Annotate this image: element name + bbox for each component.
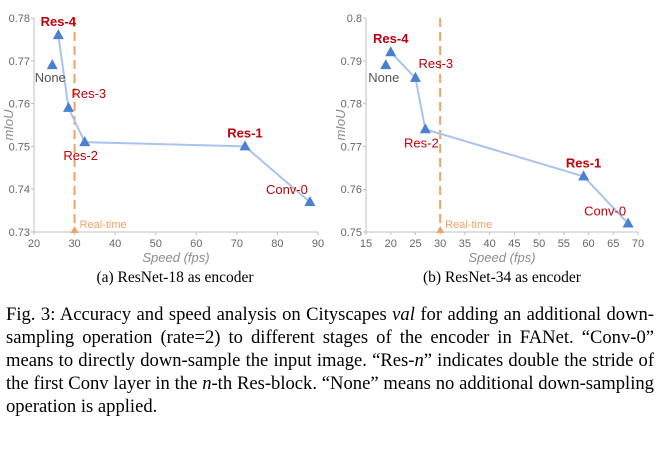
x-tick-label: 70 bbox=[632, 238, 644, 250]
x-axis-label: Speed (fps) bbox=[468, 250, 535, 265]
subfigure-caption: (b) ResNet-34 as encoder bbox=[423, 269, 582, 286]
x-tick-label: 50 bbox=[533, 238, 545, 250]
x-tick-label: 35 bbox=[459, 238, 471, 250]
point-marker bbox=[46, 59, 58, 70]
x-tick-label: 25 bbox=[409, 238, 421, 250]
series-line bbox=[57, 34, 311, 203]
y-axis-label: mIoU bbox=[1, 109, 16, 141]
chart-resnet34: 0.75 0.76 0.77 0.78 0.79 0.8 15 20 25 30 35 40 45 50 5… bbox=[333, 13, 644, 286]
point-label: None bbox=[368, 70, 399, 85]
charts-figure: 0.73 0.74 0.75 0.76 0.77 0.78 20 30 40 50 60 70 80 90… bbox=[1, 13, 644, 286]
caption-prefix: Fig. 3: Accuracy and speed analysis on C… bbox=[6, 304, 393, 325]
caption-mid2: ” indicates double the stride of the fir… bbox=[6, 350, 655, 394]
y-tick-label: 0.73 bbox=[9, 227, 30, 239]
point-label: Res-2 bbox=[63, 148, 98, 163]
x-tick-label: 40 bbox=[484, 238, 496, 250]
y-tick-label: 0.78 bbox=[341, 99, 362, 111]
point-marker bbox=[304, 196, 316, 207]
point-marker bbox=[419, 123, 431, 134]
realtime-label: Real-time bbox=[445, 219, 492, 231]
realtime-label: Real-time bbox=[80, 219, 127, 231]
x-tick-label: 90 bbox=[312, 238, 324, 250]
y-tick-label: 0.75 bbox=[341, 227, 362, 239]
point-label: Conv-0 bbox=[584, 203, 626, 218]
caption-mid1: for adding an additional down-sampling o… bbox=[6, 304, 654, 371]
point-marker bbox=[52, 29, 64, 40]
realtime-marker bbox=[70, 226, 79, 233]
point-marker bbox=[380, 59, 392, 70]
point-label: Res-4 bbox=[41, 14, 77, 29]
x-tick-label: 55 bbox=[558, 238, 570, 250]
point-label: Res-3 bbox=[418, 56, 453, 71]
y-axis-label: mIoU bbox=[333, 109, 348, 141]
point-label: Res-3 bbox=[71, 86, 106, 101]
point-label: Res-2 bbox=[404, 135, 439, 150]
x-tick-label: 70 bbox=[231, 238, 243, 250]
subfigure-caption: (a) ResNet-18 as encoder bbox=[96, 269, 254, 286]
x-tick-label: 30 bbox=[68, 238, 80, 250]
point-marker bbox=[385, 46, 397, 57]
caption-n1: n bbox=[414, 350, 424, 371]
point-marker bbox=[622, 217, 634, 228]
point-marker bbox=[578, 170, 590, 181]
point-label: Res-1 bbox=[566, 155, 601, 170]
x-tick-label: 20 bbox=[385, 238, 397, 250]
y-tick-label: 0.79 bbox=[341, 56, 362, 68]
x-tick-label: 20 bbox=[28, 238, 40, 250]
x-tick-label: 30 bbox=[434, 238, 446, 250]
point-label: Res-1 bbox=[227, 125, 262, 140]
y-tick-label: 0.8 bbox=[347, 13, 362, 25]
x-tick-label: 50 bbox=[150, 238, 162, 250]
realtime-marker bbox=[436, 226, 445, 233]
chart-resnet18: 0.73 0.74 0.75 0.76 0.77 0.78 20 30 40 50 60 70 80 90… bbox=[1, 13, 324, 286]
point-marker bbox=[79, 136, 91, 147]
y-tick-label: 0.76 bbox=[9, 99, 30, 111]
point-label: Conv-0 bbox=[266, 182, 308, 197]
y-tick-label: 0.77 bbox=[341, 141, 362, 153]
point-label: None bbox=[35, 70, 66, 85]
x-tick-label: 40 bbox=[109, 238, 121, 250]
y-tick-label: 0.76 bbox=[341, 184, 362, 196]
point-marker bbox=[239, 140, 251, 151]
y-tick-label: 0.75 bbox=[9, 141, 30, 153]
x-tick-label: 60 bbox=[582, 238, 594, 250]
x-tick-label: 65 bbox=[607, 238, 619, 250]
y-tick-label: 0.78 bbox=[9, 13, 30, 25]
x-axis-label: Speed (fps) bbox=[142, 250, 209, 265]
caption-n2: n bbox=[202, 373, 212, 394]
y-tick-label: 0.74 bbox=[9, 184, 30, 196]
point-marker bbox=[62, 101, 74, 112]
point-label: Res-4 bbox=[373, 31, 409, 46]
caption-suffix: -th Res-block. “None” means no additiona… bbox=[6, 373, 654, 417]
point-marker bbox=[409, 71, 421, 82]
y-tick-label: 0.77 bbox=[9, 56, 30, 68]
caption-val: val bbox=[392, 304, 415, 325]
x-tick-label: 80 bbox=[271, 238, 283, 250]
x-tick-label: 60 bbox=[190, 238, 202, 250]
figure-caption: Fig. 3: Accuracy and speed analysis on C… bbox=[6, 303, 654, 418]
x-tick-label: 45 bbox=[508, 238, 520, 250]
x-tick-label: 15 bbox=[360, 238, 372, 250]
